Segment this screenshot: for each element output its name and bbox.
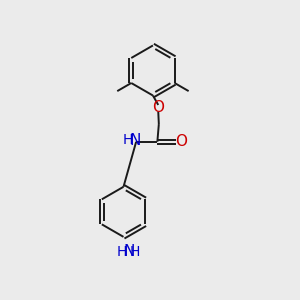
Text: H: H bbox=[117, 244, 127, 259]
Text: O: O bbox=[152, 100, 164, 116]
Text: N: N bbox=[123, 244, 134, 259]
Text: H: H bbox=[130, 244, 140, 259]
Text: O: O bbox=[175, 134, 187, 149]
Text: N: N bbox=[129, 133, 140, 148]
Text: H: H bbox=[123, 133, 133, 147]
